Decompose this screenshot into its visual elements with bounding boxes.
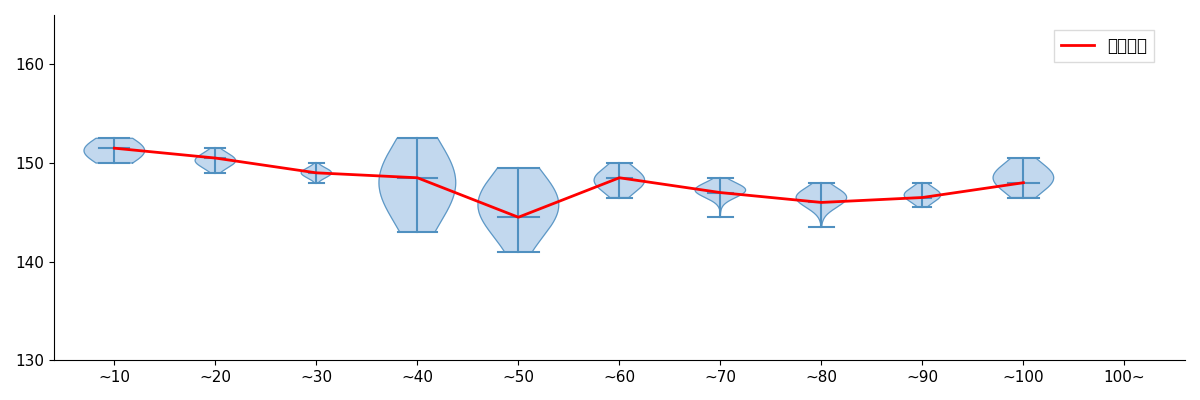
- Legend: 球速平均: 球速平均: [1054, 30, 1154, 62]
- 球速平均: [814, 200, 828, 205]
- 球速平均: [310, 170, 324, 175]
- Polygon shape: [301, 163, 331, 183]
- Polygon shape: [478, 168, 559, 252]
- Polygon shape: [994, 158, 1054, 198]
- Polygon shape: [796, 183, 847, 227]
- 球速平均: [916, 195, 930, 200]
- Polygon shape: [905, 183, 941, 207]
- Polygon shape: [84, 138, 145, 163]
- Polygon shape: [379, 138, 456, 232]
- Polygon shape: [594, 163, 644, 198]
- 球速平均: [208, 156, 222, 160]
- 球速平均: [511, 215, 526, 220]
- Polygon shape: [695, 178, 745, 217]
- Polygon shape: [196, 148, 235, 173]
- 球速平均: [410, 175, 425, 180]
- 球速平均: [612, 175, 626, 180]
- 球速平均: [1016, 180, 1031, 185]
- 球速平均: [107, 146, 121, 150]
- Line: 球速平均: 球速平均: [114, 148, 1024, 217]
- 球速平均: [713, 190, 727, 195]
